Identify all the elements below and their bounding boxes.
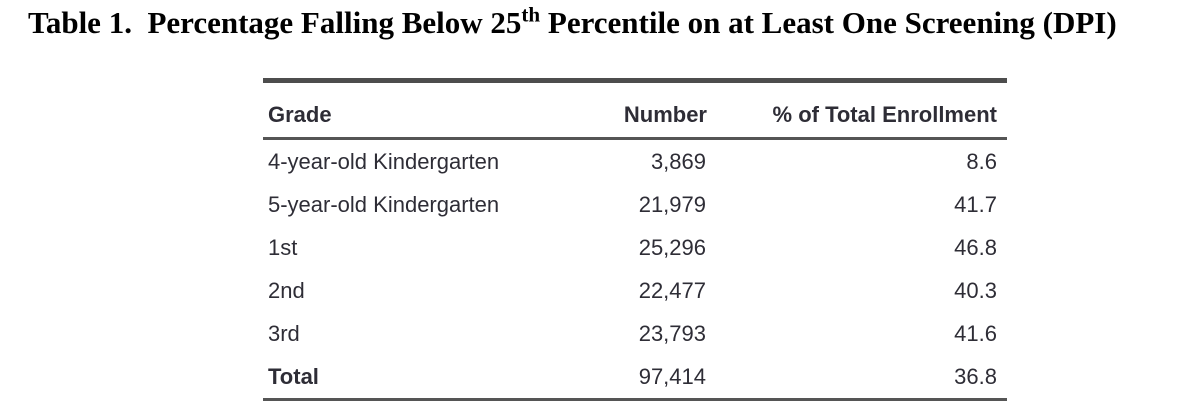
table-title-suffix: Percentile on at Least One Screening (DP… — [540, 5, 1117, 40]
table-title-superscript: th — [521, 2, 541, 27]
table-row: 2nd 22,477 40.3 — [263, 269, 1007, 312]
column-header-number: Number — [563, 80, 707, 140]
data-table: Grade Number % of Total Enrollment 4-yea… — [263, 78, 1007, 401]
percent-cell: 41.6 — [954, 320, 997, 346]
number-cell: 97,414 — [563, 355, 707, 401]
column-header-percent-enrollment: % of Total Enrollment — [707, 80, 1007, 140]
table-row: 1st 25,296 46.8 — [263, 226, 1007, 269]
percent-cell: 8.6 — [966, 148, 997, 174]
grade-cell: 2nd — [268, 277, 305, 303]
column-header-grade: Grade — [263, 80, 563, 140]
number-cell: 21,979 — [638, 191, 706, 217]
number-cell: 25,296 — [638, 234, 706, 260]
grade-cell: 5-year-old Kindergarten — [268, 191, 500, 217]
grade-cell: 3rd — [268, 320, 300, 346]
number-cell: 22,477 — [638, 277, 706, 303]
table-row-total: Total 97,414 36.8 — [263, 355, 1007, 401]
table-header-row: Grade Number % of Total Enrollment — [263, 80, 1007, 140]
percent-cell: 46.8 — [954, 234, 997, 260]
number-cell: 3,869 — [650, 148, 706, 174]
grade-cell: 1st — [268, 234, 298, 260]
number-cell: 23,793 — [638, 320, 706, 346]
percent-cell: 40.3 — [954, 277, 997, 303]
table-title-prefix: Table 1. Percentage Falling Below 25 — [28, 5, 522, 40]
table-row: 5-year-old Kindergarten 21,979 41.7 — [263, 183, 1007, 226]
table-container: Grade Number % of Total Enrollment 4-yea… — [263, 78, 1007, 401]
table-row: 4-year-old Kindergarten 3,869 8.6 — [263, 139, 1007, 184]
table-row: 3rd 23,793 41.6 — [263, 312, 1007, 355]
percent-cell: 36.8 — [707, 355, 1007, 401]
percent-cell: 41.7 — [954, 191, 997, 217]
grade-cell: 4-year-old Kindergarten — [268, 148, 500, 174]
grade-cell: Total — [263, 355, 563, 401]
table-title: Table 1. Percentage Falling Below 25th P… — [28, 2, 1178, 41]
